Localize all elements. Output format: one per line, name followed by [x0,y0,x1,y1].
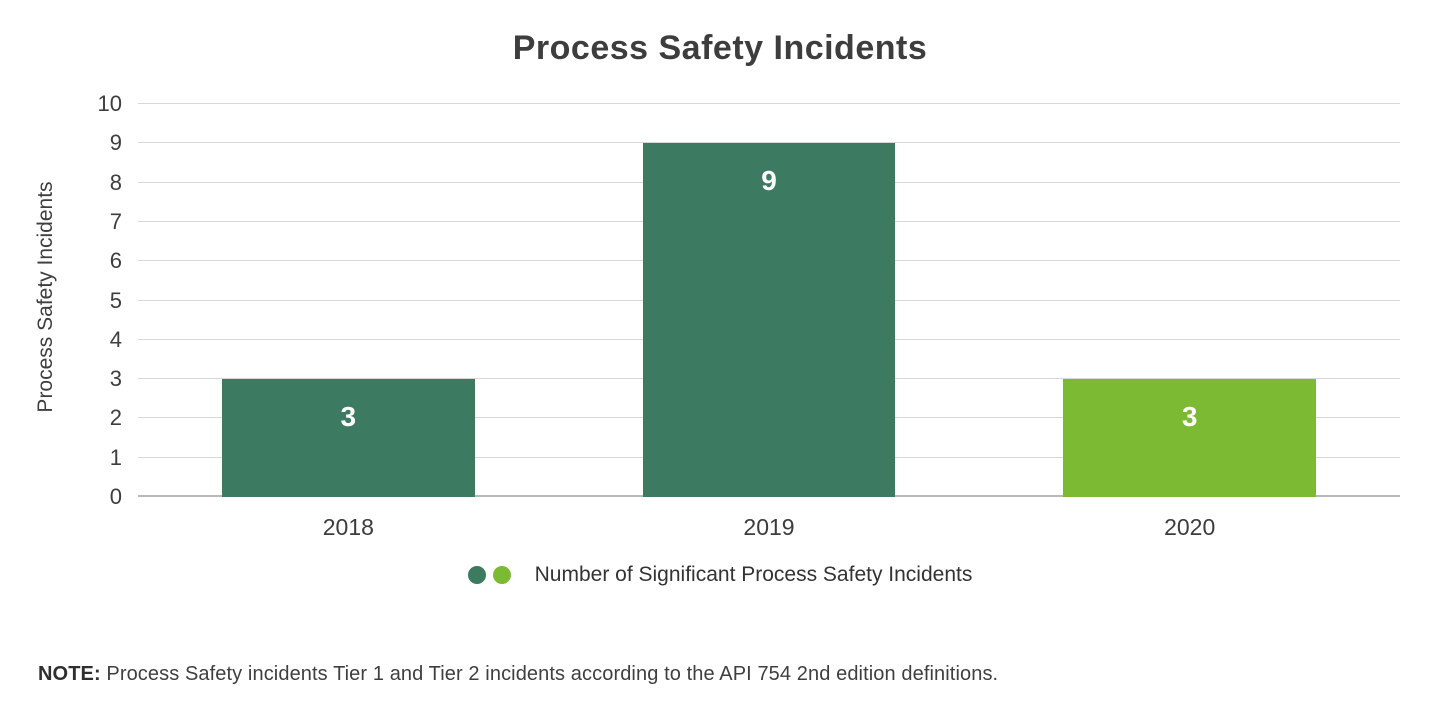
y-tick-label-1: 1 [109,444,122,470]
y-tick-label-7: 7 [109,208,122,234]
bar-value-label-2019: 9 [761,165,777,197]
x-tick-label-2019: 2019 [743,514,795,540]
y-tick-label-8: 8 [109,169,122,195]
bar-value-label-2018: 3 [340,401,357,433]
footnote: NOTE: Process Safety incidents Tier 1 an… [38,663,998,686]
gridline-9 [138,142,1400,144]
y-tick-label-4: 4 [109,326,122,352]
x-tick-label-2018: 2018 [322,514,374,540]
bar-value-label-2020: 3 [1181,401,1198,433]
footnote-prefix: NOTE: [38,663,101,685]
legend-dots [467,566,511,584]
plot-area: 0 1 2 3 4 5 6 7 8 9 10 3 2018 9 2019 3 2020 [98,93,1400,540]
legend-label: Number of Significant Process Safety Inc… [534,563,973,586]
y-tick-label-3: 3 [109,366,122,392]
y-axis-title: Process Safety Incidents [34,181,57,413]
legend-dot-light-green-icon [492,566,511,584]
y-tick-label-5: 5 [109,287,122,313]
y-tick-label-9: 9 [109,130,122,156]
y-tick-label-10: 10 [97,91,122,116]
legend-dot-dark-green-icon [467,566,486,584]
legend: Number of Significant Process Safety Inc… [0,563,1440,587]
x-tick-label-2020: 2020 [1164,514,1216,540]
footnote-text: Process Safety incidents Tier 1 and Tier… [100,663,999,685]
gridline-10 [138,103,1400,104]
y-tick-label-0: 0 [109,484,122,509]
y-tick-label-2: 2 [109,405,122,431]
bar-2019: 9 [642,143,896,497]
bar-2018: 3 [222,379,475,497]
chart-title: Process Safety Incidents [512,29,928,67]
bar-2020: 3 [1063,379,1316,497]
y-tick-label-6: 6 [109,248,122,274]
